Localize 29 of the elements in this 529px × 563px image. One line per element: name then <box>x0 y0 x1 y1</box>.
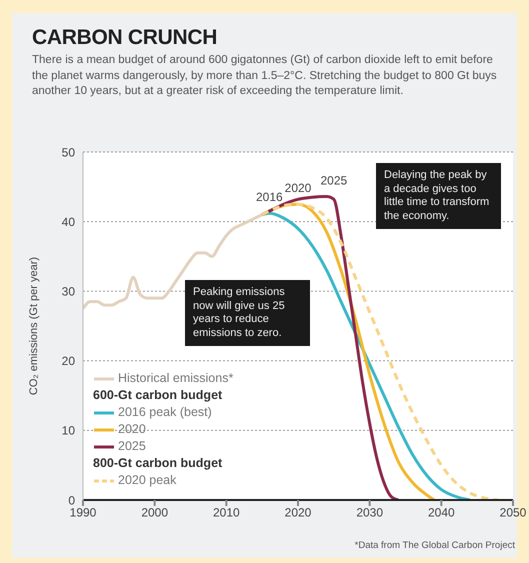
annotation: Delaying the peak by a decade gives too little time to transform the economy. <box>376 163 501 229</box>
legend-label: 2020 peak <box>118 472 176 489</box>
y-tick-label: 40 <box>62 214 76 229</box>
x-tick-label: 1990 <box>70 506 97 520</box>
annotation: 2016 <box>256 190 284 204</box>
y-tick-label: 0 <box>68 493 76 508</box>
annotation: 2025 <box>320 174 348 188</box>
text: *Data from The Global Carbon Project <box>354 540 515 551</box>
annotation: Peaking emissions now will give us 25 years to reduce emissions to zero. <box>185 280 310 346</box>
y-tick-label: 30 <box>62 284 76 298</box>
legend-label: Historical emissions* <box>118 370 234 387</box>
x-tick-label: 2020 <box>284 506 312 520</box>
legend-label: 2020 <box>118 421 146 438</box>
y-tick-label: 20 <box>62 354 76 368</box>
annotation: 600-Gt carbon budget <box>93 387 224 404</box>
y-tick-label: 50 <box>62 145 76 160</box>
x-tick-label: 2030 <box>356 506 384 520</box>
legend-label: 2016 peak (best) <box>118 404 212 421</box>
chart-subtitle: There is a mean budget of around 600 gigatonnes (Gt) of carbon dioxide left to emit before the planet warms dangerously, by more than 1.5–2°C. Stretching the budget to 800 Gt buys another 10 years, but at a greater risk of exceeding the temperature limit. <box>32 53 498 99</box>
legend-label: 2025 <box>118 438 146 455</box>
x-tick-label: 2010 <box>212 506 240 520</box>
y-axis-title: CO₂ emissions (Gt per year) <box>28 256 40 396</box>
annotation: 2020 <box>284 181 312 196</box>
x-tick-label: 2050 <box>500 506 527 520</box>
x-tick-label: 2000 <box>141 506 168 520</box>
annotation: 800-Gt carbon budget <box>93 455 224 472</box>
y-tick-label: 10 <box>62 424 76 438</box>
chart-title: CARBON CRUNCH <box>32 26 218 50</box>
x-tick-label: 2040 <box>428 506 456 520</box>
